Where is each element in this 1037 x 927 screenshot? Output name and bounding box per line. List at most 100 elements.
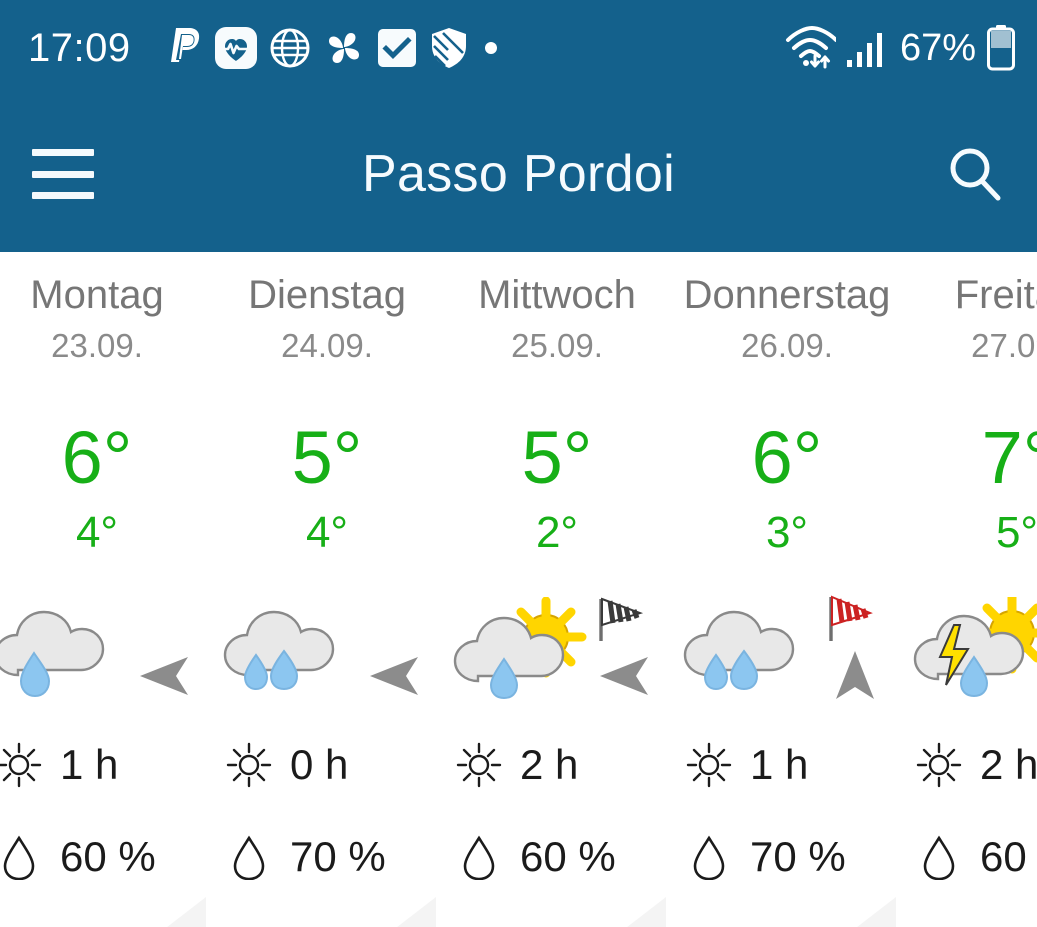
weather-condition-group <box>902 589 1037 719</box>
temperature-min: 3° <box>765 508 809 558</box>
sunshine-row: 1 h <box>672 719 902 811</box>
dot-indicator-icon <box>481 38 501 58</box>
day-date-label: 27.09. <box>971 327 1037 364</box>
day-date-label: 26.09. <box>741 327 833 364</box>
cloud-heavy-rain-icon <box>678 597 828 715</box>
forecast-day-column[interactable]: Mittwoch 25.09. 5° 2° <box>442 252 672 927</box>
temperature-group: 5° 2° <box>442 416 672 558</box>
weather-condition-group <box>212 589 442 719</box>
temperature-group: 6° 4° <box>0 416 212 558</box>
battery-icon <box>987 25 1015 71</box>
temperature-max: 5° <box>521 416 593 499</box>
cloud-heavy-rain-icon <box>218 597 368 715</box>
precipitation-row: 60 % <box>0 811 212 903</box>
pinwheel-fan-icon <box>323 27 365 69</box>
wind-direction-arrow-icon <box>364 645 426 707</box>
day-name-label: Mittwoch <box>478 273 636 317</box>
precipitation-row: 60 % <box>442 811 672 903</box>
temperature-max: 5° <box>291 416 363 499</box>
day-name-label: Montag <box>30 273 164 317</box>
hamburger-line <box>32 192 94 199</box>
precipitation-probability-value: 60 % <box>60 833 156 881</box>
temperature-max: 6° <box>751 416 823 499</box>
temperature-min: 4° <box>75 508 119 558</box>
paypal-icon <box>165 26 203 70</box>
precipitation-probability-value: 60 % <box>520 833 616 881</box>
day-date-label: 23.09. <box>51 327 143 364</box>
temperature-min: 5° <box>995 508 1037 558</box>
water-drop-outline-icon <box>226 834 272 881</box>
sunshine-hours-value: 1 h <box>750 741 809 789</box>
precipitation-row: 70 % <box>212 811 442 903</box>
forecast-table[interactable]: Montag 23.09. 6° 4° <box>0 252 1037 927</box>
wind-direction-arrow-icon <box>824 645 886 707</box>
app-bar: Passo Pordoi <box>0 96 1037 252</box>
sun-outline-icon <box>916 742 962 788</box>
cloud-sun-rain-icon <box>448 596 598 715</box>
precipitation-probability-value: 70 % <box>290 833 386 881</box>
battery-percentage-label: 67% <box>899 26 976 69</box>
page-title: Passo Pordoi <box>362 145 675 203</box>
heart-rate-icon <box>214 27 257 69</box>
windsock-red-icon <box>822 589 884 651</box>
forecast-day-column[interactable]: Freitag 27.09. 7° 5° <box>902 252 1037 927</box>
sunshine-row: 2 h <box>442 719 672 811</box>
temperature-group: 7° 5° <box>902 416 1037 558</box>
temperature-min: 4° <box>305 508 349 558</box>
sunshine-row: 2 h <box>902 719 1037 811</box>
temperature-min: 2° <box>535 508 579 558</box>
temperature-group: 6° 3° <box>672 416 902 558</box>
checkbox-checked-icon <box>377 28 417 68</box>
status-bar-right-group: 67% <box>784 25 1015 71</box>
forecast-day-column[interactable]: Donnerstag 26.09. 6° 3° <box>672 252 902 927</box>
precipitation-probability-value: 70 % <box>750 833 846 881</box>
sun-outline-icon <box>456 742 502 788</box>
cellular-signal-icon <box>845 27 885 69</box>
shield-icon <box>429 26 469 70</box>
hamburger-line <box>32 170 94 178</box>
temperature-group: 5° 4° <box>212 416 442 558</box>
day-name-label: Dienstag <box>248 273 406 317</box>
sun-outline-icon <box>0 742 42 788</box>
sunshine-hours-value: 2 h <box>520 741 579 789</box>
forecast-columns: Montag 23.09. 6° 4° <box>0 252 1037 927</box>
forecast-day-column[interactable]: Dienstag 24.09. 5° 4° <box>212 252 442 927</box>
day-name-label: Donnerstag <box>683 273 891 317</box>
wifi-icon <box>784 25 836 71</box>
sunshine-hours-value: 2 h <box>980 741 1037 789</box>
water-drop-outline-icon <box>0 834 42 881</box>
precipitation-row: 60 % <box>902 811 1037 903</box>
day-date-label: 25.09. <box>511 327 603 364</box>
sun-outline-icon <box>226 742 272 788</box>
precipitation-probability-value: 60 % <box>980 833 1037 881</box>
sunshine-row: 0 h <box>212 719 442 811</box>
sunshine-hours-value: 1 h <box>60 741 119 789</box>
wind-direction-arrow-icon <box>134 645 196 707</box>
globe-icon <box>269 27 311 69</box>
wind-direction-arrow-icon <box>594 645 656 707</box>
sunshine-row: 1 h <box>0 719 212 811</box>
water-drop-outline-icon <box>916 834 962 881</box>
status-bar: 17:09 <box>0 0 1037 96</box>
weather-condition-group <box>442 589 672 719</box>
thunderstorm-sun-icon <box>908 592 1037 715</box>
windsock-black-icon <box>592 589 654 651</box>
weather-condition-group <box>672 589 902 719</box>
weather-condition-group <box>0 589 212 719</box>
status-bar-left-group: 17:09 <box>28 26 501 71</box>
precipitation-row: 70 % <box>672 811 902 903</box>
temperature-max: 6° <box>61 416 133 499</box>
temperature-max: 7° <box>981 416 1037 499</box>
status-bar-clock: 17:09 <box>28 25 131 70</box>
sunshine-hours-value: 0 h <box>290 741 349 789</box>
day-date-label: 24.09. <box>281 327 373 364</box>
sun-outline-icon <box>686 742 732 788</box>
hamburger-line <box>32 149 94 156</box>
hamburger-menu-icon[interactable] <box>32 149 94 199</box>
cloud-rain-icon <box>0 597 138 715</box>
search-icon[interactable] <box>943 142 1007 206</box>
forecast-day-column[interactable]: Montag 23.09. 6° 4° <box>0 252 212 927</box>
water-drop-outline-icon <box>456 834 502 881</box>
water-drop-outline-icon <box>686 834 732 881</box>
